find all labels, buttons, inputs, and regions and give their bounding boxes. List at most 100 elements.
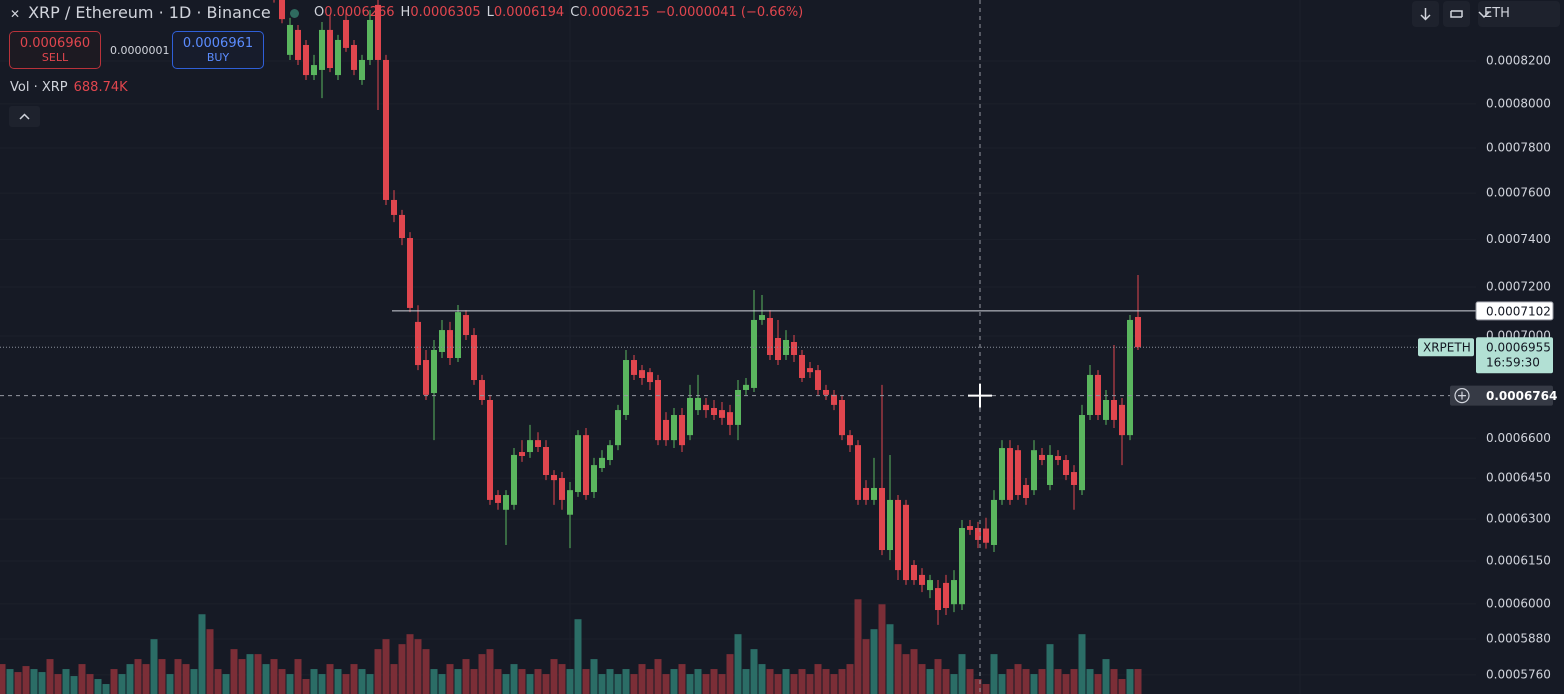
candle-body [687,397,693,436]
volume-bar [134,659,142,694]
candle-body [679,415,685,446]
candle-body [839,399,845,436]
candle-body [791,341,797,355]
volume-bar [550,659,558,694]
volume-bar [1038,669,1046,694]
volume-bar [1014,664,1022,694]
buy-label: BUY [206,51,230,64]
volume-bar [30,669,38,694]
candle-body [879,487,885,551]
candle-body [983,528,989,543]
candle-body [799,354,805,378]
candle-body [527,440,533,453]
volume-bar [686,674,694,694]
candle-body [495,495,501,503]
volume-bar [838,669,846,694]
volume-bar [206,629,214,694]
volume-bar [1062,674,1070,694]
volume-bar [638,664,646,694]
refresh-button[interactable] [1443,1,1470,27]
candle-body [863,487,869,500]
currency-dropdown[interactable]: ETH [1478,1,1560,27]
candle-body [671,415,677,441]
volume-bar [718,674,726,694]
candle-body [823,389,829,395]
volume-bar [726,654,734,694]
download-button[interactable] [1412,1,1439,27]
volume-bar [238,659,246,694]
volume-pane [0,599,1142,694]
candle-body [711,408,717,416]
volume-bar [614,674,622,694]
volume-bar [22,666,30,694]
volume-bar [182,664,190,694]
volume-bar [590,659,598,694]
candle-body [607,445,613,461]
buy-button[interactable]: 0.0006961 BUY [172,31,264,69]
volume-bar [766,669,774,694]
candle-body [591,465,597,493]
volume-bar [510,664,518,694]
candle-body [895,499,901,571]
volume-bar [558,664,566,694]
volume-bar [694,669,702,694]
volume-bar [38,672,46,694]
candle-body [967,526,973,530]
candle-body [575,435,581,493]
countdown-label: 16:59:30 [1486,356,1540,370]
candle-body [447,330,453,359]
volume-bar [246,654,254,694]
volume-bar [102,684,110,694]
candle-body [999,448,1005,500]
candle-body [767,317,773,355]
volume-bar [710,669,718,694]
candle-body [287,24,293,55]
volume-bar [1118,679,1126,694]
crosshair-cursor [968,383,992,408]
overlays [0,0,1476,694]
sell-button[interactable]: 0.0006960 SELL [9,31,101,69]
candle-body [583,435,589,496]
volume-bar [382,639,390,694]
symbol-tag [1418,338,1474,357]
y-tick-label: 0.0006600 [1486,431,1551,445]
volume-bar [534,669,542,694]
volume-bar [358,669,366,694]
candle-body [327,29,333,69]
volume-bar [798,669,806,694]
candle-body [559,477,565,500]
volume-bar [790,674,798,694]
candle-body [943,582,949,608]
candle-body [1007,448,1013,500]
legend-value: 0.0006215 [579,5,650,20]
volume-bar [390,664,398,694]
candle-body [631,360,637,375]
volume-bar [310,669,318,694]
volume-bar [1126,669,1134,694]
candle-body [303,44,309,76]
volume-bar [318,674,326,694]
candle-body [519,452,525,457]
candle-body [703,404,709,411]
candle-body [1087,374,1093,416]
volume-bar [302,679,310,694]
volume-bar [438,674,446,694]
legend-key: C [570,5,580,20]
volume-bar [414,639,422,694]
volume-bar [582,669,590,694]
volume-bar [110,669,118,694]
volume-bar [942,669,950,694]
candle-body [487,399,493,500]
candle-body [295,29,301,60]
spread: 0.0000001 [110,44,170,57]
candle-body [279,0,285,20]
volume-bar [46,659,54,694]
volume-bar [902,654,910,694]
y-tick-label: 0.0005760 [1486,667,1551,681]
candle-body [911,564,917,581]
collapse-button[interactable] [9,106,40,127]
currency: ETH [1484,6,1510,21]
last-price-tag [1476,337,1553,374]
